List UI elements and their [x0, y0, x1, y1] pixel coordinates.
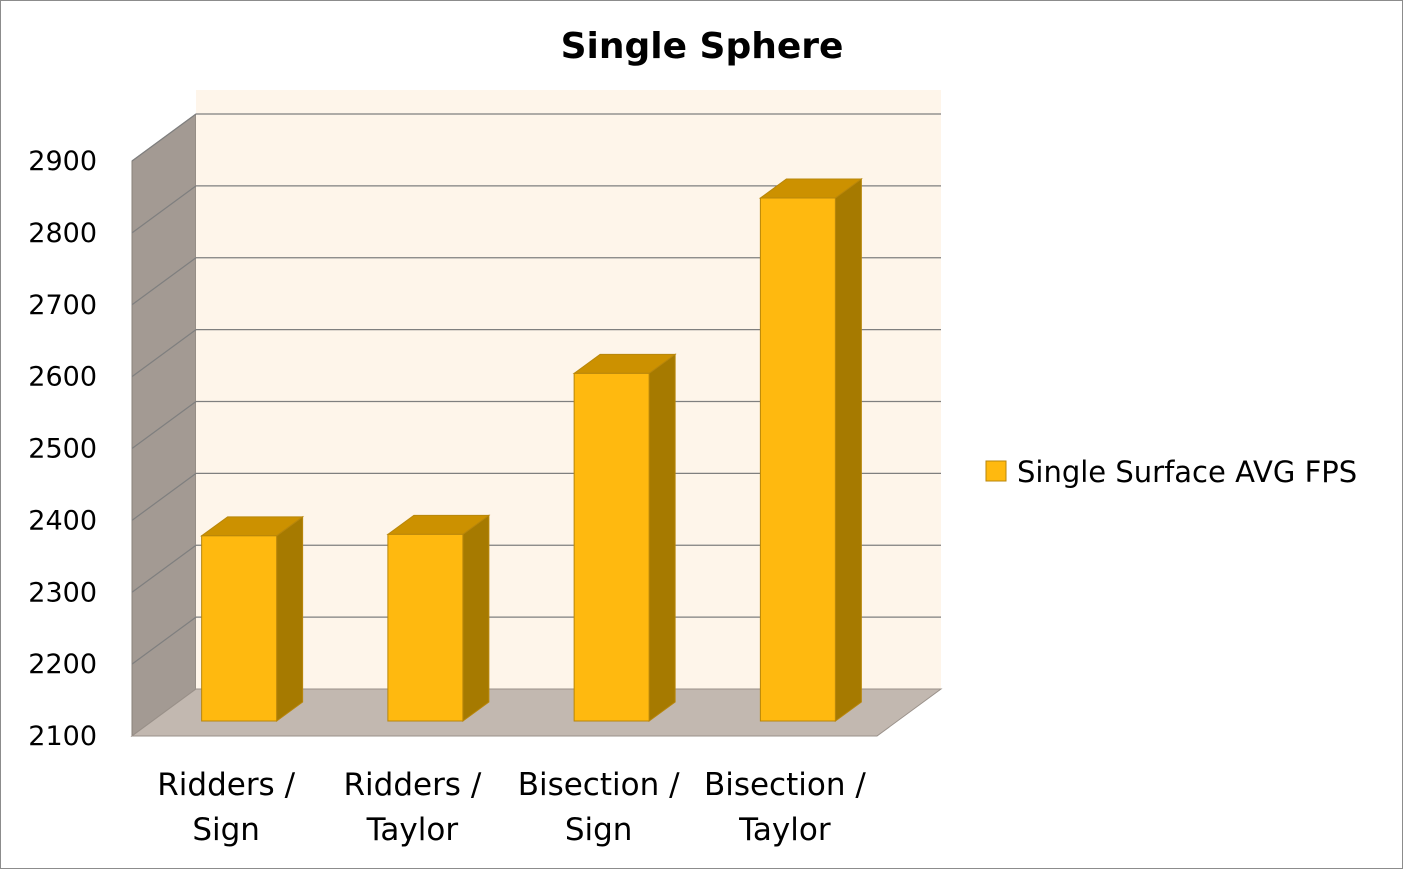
bar-front	[201, 535, 278, 722]
x-tick-label-line: Sign	[192, 812, 260, 848]
bar	[200, 515, 305, 722]
x-tick-label-line: Bisection /	[704, 767, 866, 803]
x-tick-label-line: Taylor	[366, 812, 459, 848]
legend-label: Single Surface AVG FPS	[1017, 455, 1357, 489]
x-tick-label-line: Taylor	[738, 812, 831, 848]
bar	[386, 514, 491, 722]
bar-front	[387, 533, 464, 722]
bar-side	[462, 514, 490, 722]
bar-side	[276, 515, 304, 722]
bar-side	[648, 353, 676, 722]
x-tick-label: Bisection / Sign	[518, 767, 680, 848]
y-tick-label: 2400	[28, 505, 97, 536]
bar	[572, 353, 677, 722]
x-tick-label: Bisection / Taylor	[704, 767, 866, 848]
y-axis-ticks: 2100 2200 2300 2400 2500 2600 2700 2800 2900	[28, 146, 97, 752]
x-tick-label-line: Bisection /	[518, 767, 680, 803]
gridline	[131, 113, 197, 162]
gridline	[131, 401, 197, 449]
x-axis-ticks: Ridders / Sign Ridders / Taylor Bisection / S…	[157, 767, 866, 848]
floor	[130, 688, 943, 737]
bar-front	[573, 372, 650, 722]
x-tick-label-line: Ridders /	[343, 767, 481, 803]
x-tick-label: Ridders / Taylor	[343, 767, 481, 848]
bar-front	[759, 197, 836, 722]
y-tick-label: 2300	[28, 577, 97, 608]
x-tick-label-line: Ridders /	[157, 767, 295, 803]
gridline	[131, 616, 197, 665]
legend: Single Surface AVG FPS	[985, 455, 1357, 489]
gridline	[131, 185, 197, 234]
x-tick-label: Ridders / Sign	[157, 767, 295, 848]
y-tick-label: 2800	[28, 218, 97, 249]
bar	[758, 178, 863, 722]
bar-side	[834, 178, 862, 722]
x-tick-label-line: Sign	[565, 812, 633, 848]
y-tick-label: 2100	[28, 721, 97, 752]
legend-swatch	[985, 460, 1007, 482]
y-tick-label: 2200	[28, 649, 97, 680]
chart-title: Single Sphere	[561, 26, 844, 67]
y-tick-label: 2600	[28, 362, 97, 393]
gridline	[131, 472, 197, 521]
gridline	[131, 257, 197, 306]
gridline	[131, 329, 197, 378]
y-tick-label: 2900	[28, 146, 97, 177]
y-tick-label: 2500	[28, 434, 97, 465]
gridline	[131, 544, 197, 593]
y-tick-label: 2700	[28, 290, 97, 321]
bars	[200, 178, 863, 722]
